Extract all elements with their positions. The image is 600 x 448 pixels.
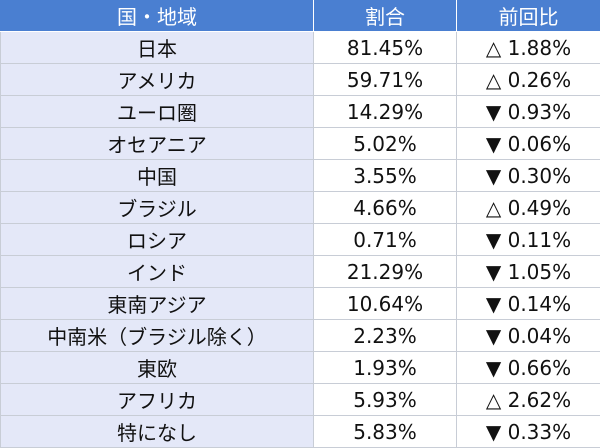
table-header: 国・地域 割合 前回比: [1, 0, 600, 32]
change-cell: ▼ 1.05%: [457, 256, 600, 288]
region-cell: 中国: [1, 160, 314, 192]
change-cell: ▼ 0.66%: [457, 352, 600, 384]
region-cell: オセアニア: [1, 128, 314, 160]
share-cell: 4.66%: [314, 192, 457, 224]
change-cell: ▼ 0.93%: [457, 96, 600, 128]
region-cell: ロシア: [1, 224, 314, 256]
share-cell: 1.93%: [314, 352, 457, 384]
share-cell: 14.29%: [314, 96, 457, 128]
region-cell: 東欧: [1, 352, 314, 384]
change-cell: △ 1.88%: [457, 32, 600, 64]
region-cell: 特になし: [1, 416, 314, 448]
change-cell: ▼ 0.30%: [457, 160, 600, 192]
change-cell: ▼ 0.14%: [457, 288, 600, 320]
change-cell: ▼ 0.33%: [457, 416, 600, 448]
share-cell: 10.64%: [314, 288, 457, 320]
change-cell: ▼ 0.04%: [457, 320, 600, 352]
change-cell: ▼ 0.06%: [457, 128, 600, 160]
share-cell: 2.23%: [314, 320, 457, 352]
region-cell: 中南米（ブラジル除く）: [1, 320, 314, 352]
share-cell: 21.29%: [314, 256, 457, 288]
region-cell: アメリカ: [1, 64, 314, 96]
region-cell: インド: [1, 256, 314, 288]
region-cell: 東南アジア: [1, 288, 314, 320]
change-cell: △ 0.26%: [457, 64, 600, 96]
region-cell: ユーロ圏: [1, 96, 314, 128]
share-cell: 5.02%: [314, 128, 457, 160]
header-row: 国・地域 割合 前回比: [1, 0, 600, 32]
change-cell: ▼ 0.11%: [457, 224, 600, 256]
region-cell: ブラジル: [1, 192, 314, 224]
region-cell: 日本: [1, 32, 314, 64]
share-cell: 81.45%: [314, 32, 457, 64]
share-cell: 3.55%: [314, 160, 457, 192]
share-cell: 5.83%: [314, 416, 457, 448]
region-cell: アフリカ: [1, 384, 314, 416]
share-cell: 5.93%: [314, 384, 457, 416]
table-row: 中南米（ブラジル除く）2.23%▼ 0.04%: [1, 320, 600, 352]
header-share: 割合: [314, 0, 457, 32]
change-cell: △ 2.62%: [457, 384, 600, 416]
share-cell: 0.71%: [314, 224, 457, 256]
change-cell: △ 0.49%: [457, 192, 600, 224]
header-change: 前回比: [457, 0, 600, 32]
header-region: 国・地域: [1, 0, 314, 32]
share-cell: 59.71%: [314, 64, 457, 96]
